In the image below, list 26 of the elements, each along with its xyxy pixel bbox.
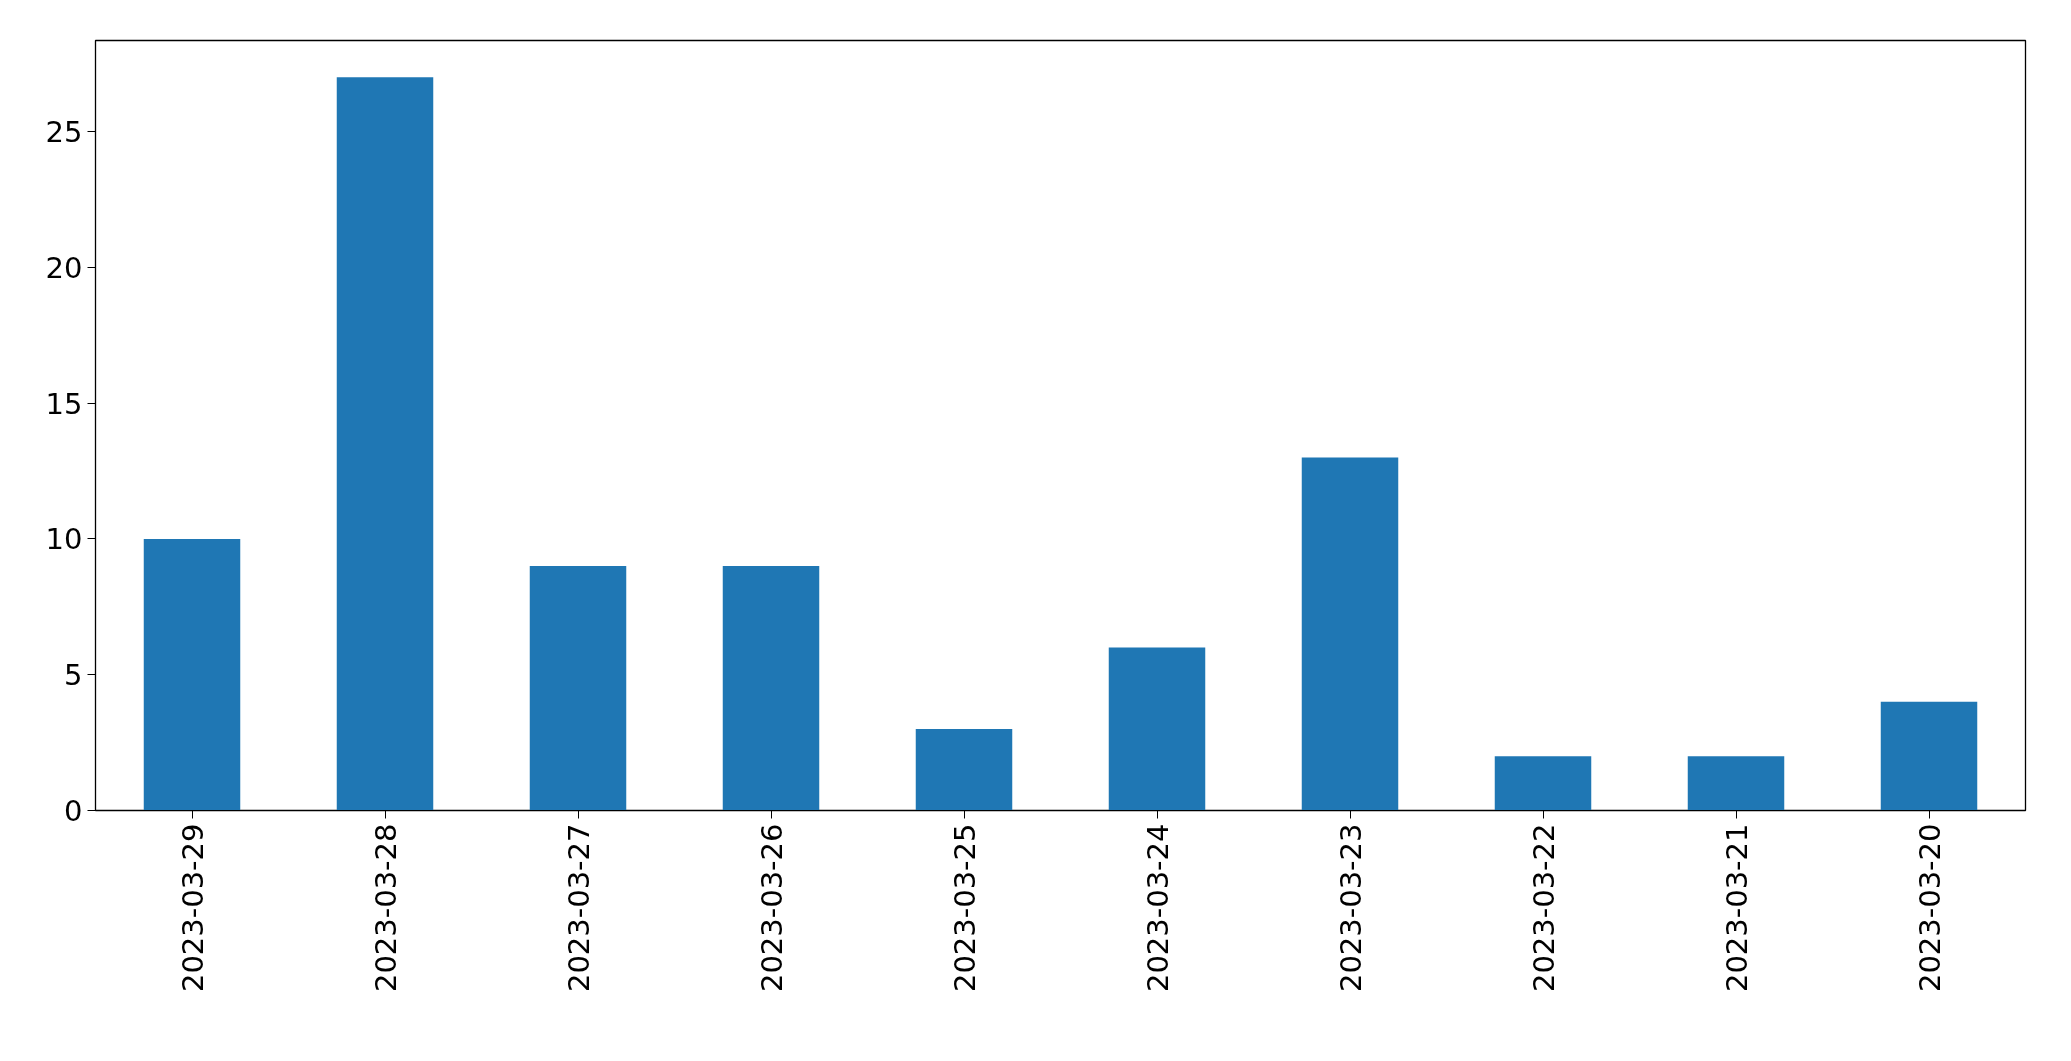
x-tick-label: 2023-03-22 <box>1526 823 1561 993</box>
bar <box>1301 457 1399 811</box>
x-tick-label: 2023-03-26 <box>754 823 789 993</box>
y-tick-label: 20 <box>45 250 83 285</box>
x-tick-label: 2023-03-27 <box>561 823 596 993</box>
bar <box>1687 756 1785 811</box>
y-tick-label: 10 <box>45 522 83 557</box>
y-tick-label: 25 <box>45 114 83 149</box>
bar <box>529 566 627 811</box>
bar <box>1108 647 1206 811</box>
x-tick-label: 2023-03-28 <box>368 823 403 993</box>
y-tick-label: 15 <box>45 386 83 421</box>
bar <box>722 566 820 811</box>
bar <box>336 77 434 811</box>
x-tick-label: 2023-03-29 <box>175 823 210 993</box>
bar <box>143 538 241 811</box>
x-tick-label: 2023-03-20 <box>1912 823 1947 993</box>
bar <box>915 729 1013 811</box>
x-tick-label: 2023-03-23 <box>1333 823 1368 993</box>
y-tick-label: 5 <box>64 658 83 693</box>
y-tick-label: 0 <box>64 794 83 828</box>
x-tick-label: 2023-03-24 <box>1140 823 1175 993</box>
bar <box>1880 701 1978 811</box>
x-tick-label: 2023-03-25 <box>947 823 982 993</box>
bar <box>1494 756 1592 811</box>
x-tick-label: 2023-03-21 <box>1719 823 1754 993</box>
